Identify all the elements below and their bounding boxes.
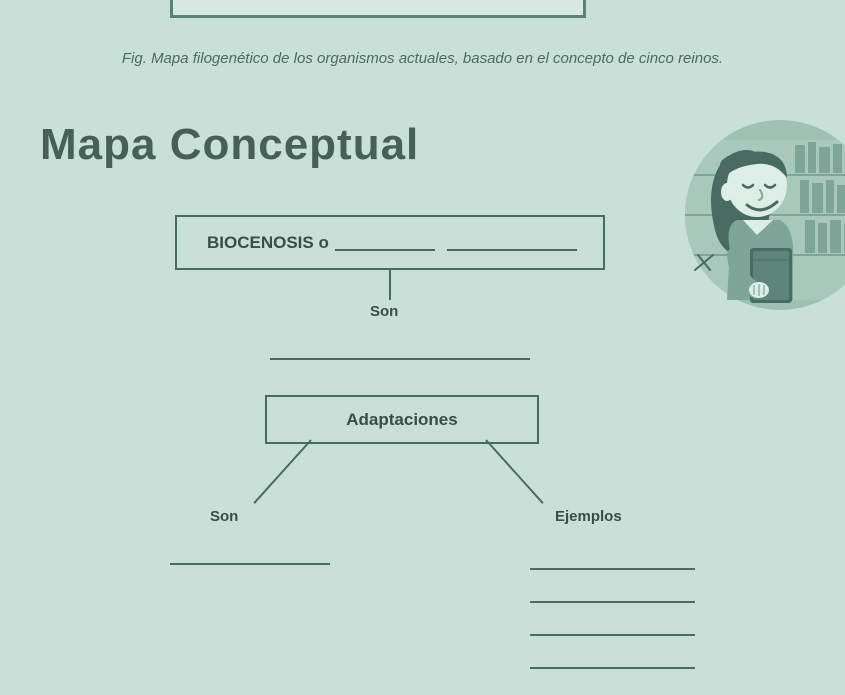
biocenosis-label: BIOCENOSIS o xyxy=(207,233,329,253)
blank-ejemplo-3[interactable] xyxy=(530,634,695,636)
adaptaciones-label: Adaptaciones xyxy=(346,410,457,430)
blank-son-definition[interactable] xyxy=(170,563,330,565)
top-box-fragment xyxy=(170,0,586,18)
blank-biocenosis-1[interactable] xyxy=(335,235,435,251)
blank-definition[interactable] xyxy=(270,358,530,360)
node-biocenosis: BIOCENOSIS o xyxy=(175,215,605,270)
connector-label-son-1: Son xyxy=(370,303,398,320)
page-title: Mapa Conceptual xyxy=(40,120,419,170)
librarian-illustration xyxy=(665,120,845,330)
blank-ejemplo-4[interactable] xyxy=(530,667,695,669)
figure-caption: Fig. Mapa filogenético de los organismos… xyxy=(0,50,845,67)
node-adaptaciones: Adaptaciones xyxy=(265,395,539,444)
worksheet-page: Fig. Mapa filogenético de los organismos… xyxy=(0,0,845,695)
connector-label-son-2: Son xyxy=(210,508,238,525)
blank-ejemplo-1[interactable] xyxy=(530,568,695,570)
blank-biocenosis-2[interactable] xyxy=(447,235,577,251)
connector-diag-left xyxy=(253,439,311,504)
connector-vertical-1 xyxy=(389,270,391,300)
blank-ejemplo-2[interactable] xyxy=(530,601,695,603)
connector-diag-right xyxy=(485,439,543,504)
connector-label-ejemplos: Ejemplos xyxy=(555,508,622,525)
